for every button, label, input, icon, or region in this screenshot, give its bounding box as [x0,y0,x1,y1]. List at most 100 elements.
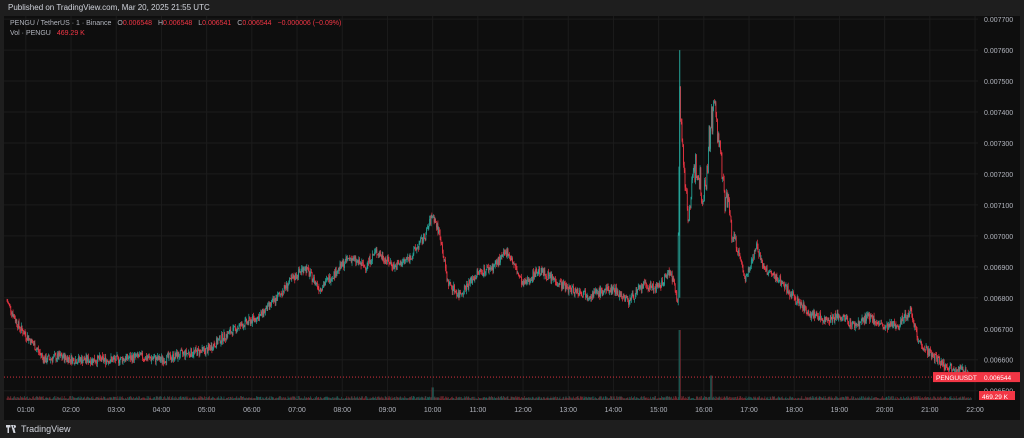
volume-bar [595,398,597,400]
candle-body [968,376,970,378]
candle-body [643,282,644,289]
candle-body [505,251,507,255]
volume-bar [475,398,477,400]
volume-bar [261,398,262,400]
volume-bar [350,396,352,400]
candle-body [833,317,835,322]
volume-bar [378,396,380,400]
candle-body [111,356,113,359]
candle-body [188,352,189,354]
candle-body [739,255,741,259]
candle-body [872,315,873,323]
candle-body [81,357,83,364]
volume-bar [68,398,70,400]
candle-body [640,285,642,291]
volume-bar [860,396,862,400]
candle-body [918,340,920,342]
candle-body [751,259,753,261]
volume-bar [653,397,655,400]
volume-bar [591,397,592,400]
volume-bar [472,396,474,400]
volume-bar [18,397,20,400]
volume-bar [655,396,656,400]
volume-bar [74,397,76,400]
candle-body [443,257,445,261]
volume-bar [927,397,929,400]
volume-bar [442,396,444,400]
candle-body [907,313,909,319]
candle-body [641,285,643,291]
candle-body [576,288,578,293]
candle-body [364,266,366,268]
candle-body [74,363,76,365]
candle-body [559,281,561,286]
volume-bar [197,397,199,400]
volume-bar [700,396,702,400]
volume-bar [341,396,342,400]
volume-label[interactable]: Vol · PENGU [10,30,51,37]
candle-body [433,215,434,216]
candle-body [205,348,207,355]
candle-body [886,323,888,326]
volume-bar [134,397,136,400]
volume-bar [505,397,507,400]
candle-body [366,265,368,268]
volume-bar [278,396,280,400]
candle-body [868,314,870,316]
candle-body [916,328,918,338]
volume-bar [141,398,143,400]
candle-body [88,356,89,363]
candle-body [350,257,351,259]
volume-bar [482,397,484,400]
chart-area[interactable]: 0.007700 0.007600 0.007500 0.007400 0.007300… [4,16,1020,420]
candle-body [391,263,393,268]
candle-body [885,325,887,328]
candle-body [390,261,391,265]
volume-bar [706,397,708,400]
tradingview-logo-icon[interactable] [6,424,18,434]
volume-bar [315,397,317,400]
candle-body [65,355,67,359]
volume-bar [276,397,278,400]
symbol-name[interactable]: PENGU / TetherUS · 1 · Binance [10,20,112,27]
volume-bar [131,397,133,400]
candle-body [861,317,863,321]
candle-body [533,272,535,279]
volume-bar [954,398,956,400]
brand-name[interactable]: TradingView [21,424,71,434]
candle-body [649,286,650,289]
volume-bar [305,397,307,400]
candle-body [650,282,652,287]
volume-bar [376,397,378,400]
candle-body [970,374,972,377]
candle-body [721,152,723,180]
candle-body [943,361,945,369]
candle-body [264,310,265,313]
candle-body [268,303,270,307]
price-plot[interactable] [4,16,978,400]
candle-body [952,369,954,371]
candle-body [912,320,914,323]
volume-bar [814,397,816,400]
candle-body [137,353,139,356]
candle-body [23,333,24,335]
candle-body [404,259,406,261]
volume-bar [598,397,600,400]
candle-body [121,357,123,363]
volume-bar [785,396,787,400]
volume-bar [152,398,154,400]
candle-body [380,253,382,256]
candle-body [602,292,604,295]
candle-body [479,269,481,271]
candle-body [906,317,908,319]
candle-body [165,362,167,364]
volume-bar [337,396,339,400]
volume-bar [322,398,323,400]
candle-body [613,287,614,289]
candle-body [492,265,494,271]
volume-bar [670,397,672,400]
candle-body [44,357,46,363]
candle-body [9,304,11,307]
volume-bar [123,398,125,400]
candle-body [34,343,36,350]
